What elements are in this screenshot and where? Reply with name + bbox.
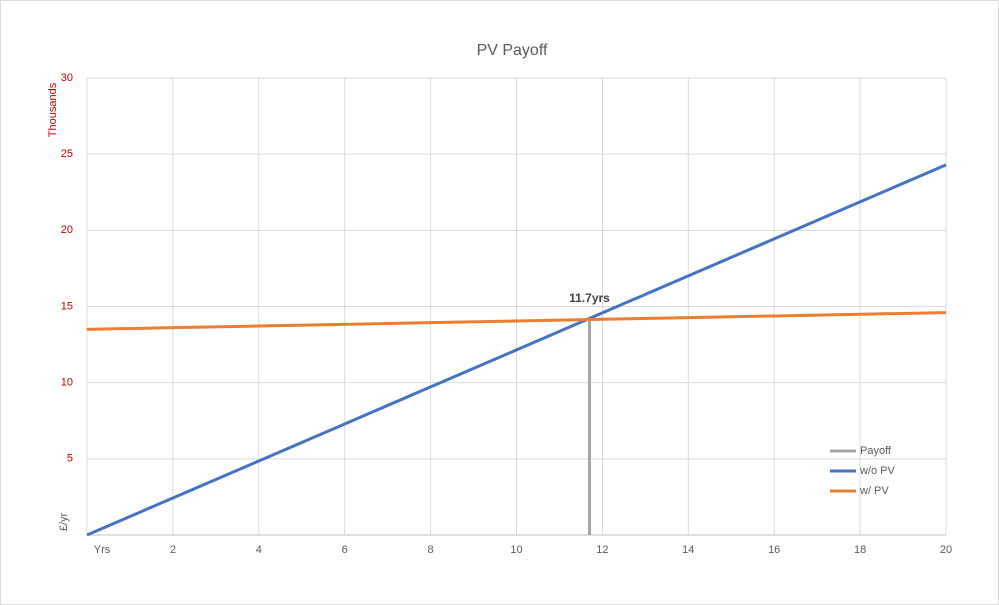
series-line: [86, 163, 947, 537]
y-tick-label: 20: [61, 224, 73, 236]
legend-label: w/ PV: [859, 485, 889, 497]
chart-title: PV Payoff: [477, 42, 548, 59]
legend-label: Payoff: [860, 445, 892, 457]
y-tick-label: 15: [61, 300, 73, 312]
x-tick-label: 10: [510, 544, 522, 556]
x-tick-label: 20: [940, 544, 952, 556]
series-line: [86, 311, 947, 331]
x-tick-label: 4: [256, 544, 262, 556]
x-tick-label: 8: [428, 544, 434, 556]
x-tick-label: 12: [596, 544, 608, 556]
y-tick-label: 30: [61, 72, 73, 84]
x-tick-label: 2: [170, 544, 176, 556]
annotation: 11.7yrs: [569, 291, 610, 305]
x-tick-label: 14: [682, 544, 694, 556]
legend-label: w/o PV: [859, 465, 896, 477]
x-tick-label: 18: [854, 544, 866, 556]
y-tick-label: 25: [61, 148, 73, 160]
y-axis-label: £/yr: [58, 512, 70, 531]
y-tick-label: 10: [61, 377, 73, 389]
x-tick-label: 6: [342, 544, 348, 556]
y-unit-label: Thousands: [47, 82, 59, 137]
x-tick-label: Yrs: [94, 544, 111, 556]
y-tick-label: 5: [67, 453, 73, 465]
x-tick-label: 16: [768, 544, 780, 556]
